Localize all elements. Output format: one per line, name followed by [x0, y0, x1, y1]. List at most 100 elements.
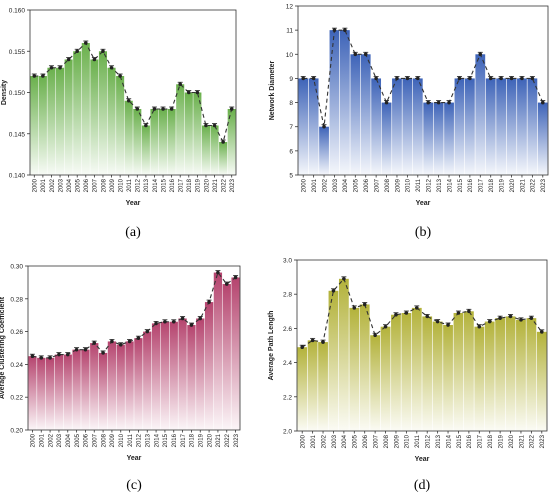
data-point-2019 — [498, 316, 502, 320]
bar-2016 — [464, 78, 475, 175]
x-tick-label: 2010 — [406, 178, 412, 192]
data-point-2001 — [311, 76, 316, 81]
bar-2015 — [453, 313, 464, 431]
data-point-2015 — [163, 319, 167, 324]
bar-2015 — [159, 109, 168, 175]
x-tick-label: 2001 — [312, 178, 318, 192]
x-tick-label: 2005 — [354, 178, 360, 192]
data-point-2014 — [447, 100, 451, 105]
trend-line — [32, 271, 236, 359]
x-axis-title: Year — [126, 200, 141, 207]
x-tick-label: 2019 — [499, 178, 505, 192]
data-point-2003 — [57, 352, 61, 357]
bar-2017 — [176, 84, 185, 175]
x-tick-label: 2019 — [498, 434, 504, 448]
x-tick-label: 2007 — [93, 178, 99, 192]
x-tick-label: 2018 — [190, 433, 196, 447]
data-point-2001 — [310, 338, 315, 343]
bar-2019 — [196, 318, 205, 430]
x-tick-label: 2021 — [213, 178, 219, 192]
bar-2015 — [454, 78, 465, 175]
data-point-2017 — [180, 316, 185, 321]
bar-2017 — [474, 326, 485, 431]
panel-label: (d) — [414, 478, 431, 493]
bar-2002 — [319, 126, 329, 175]
y-axis-title: Network Diameter — [269, 60, 276, 120]
bar-2004 — [339, 30, 350, 175]
data-point-2014 — [152, 107, 157, 111]
data-point-2022 — [529, 316, 534, 320]
data-point-2004 — [343, 28, 347, 32]
bar-2009 — [107, 67, 116, 175]
data-point-2016 — [468, 76, 472, 81]
x-tick-label: 2017 — [179, 178, 185, 192]
bar-2009 — [392, 78, 402, 175]
bar-2006 — [81, 349, 90, 430]
x-tick-label: 2016 — [170, 178, 176, 192]
bar-2021 — [516, 319, 526, 431]
x-tick-label: 2023 — [230, 178, 236, 192]
x-tick-label: 2021 — [520, 178, 526, 192]
bar-2010 — [401, 313, 412, 431]
x-tick-label: 2022 — [530, 434, 536, 448]
x-tick-label: 2004 — [67, 178, 73, 192]
bar-2003 — [56, 67, 65, 175]
x-tick-label: 2005 — [353, 434, 359, 448]
x-tick-label: 2019 — [196, 178, 202, 192]
data-point-2014 — [446, 323, 450, 327]
x-tick-label: 2020 — [204, 178, 210, 192]
bar-2003 — [328, 290, 339, 431]
data-point-2021 — [520, 76, 524, 81]
data-point-2009 — [109, 65, 114, 70]
x-tick-label: 2006 — [84, 433, 90, 447]
y-tick-label: 2.6 — [283, 326, 292, 333]
x-tick-label: 2002 — [50, 178, 56, 192]
bar-2011 — [412, 78, 423, 175]
bar-2020 — [506, 78, 517, 175]
panel-label: (b) — [415, 225, 432, 240]
bar-2022 — [527, 78, 538, 175]
x-tick-label: 2004 — [343, 178, 349, 192]
bar-2019 — [495, 318, 506, 431]
x-tick-label: 2012 — [137, 433, 143, 447]
data-point-2003 — [331, 288, 336, 293]
bar-2019 — [496, 78, 507, 175]
bar-2007 — [371, 78, 382, 175]
panel-label: (a) — [125, 225, 141, 240]
panel-label: (c) — [126, 478, 142, 493]
x-tick-label: 2015 — [457, 434, 463, 448]
bar-2011 — [124, 100, 133, 175]
x-tick-label: 2005 — [76, 178, 82, 192]
bar-2010 — [116, 76, 125, 175]
data-point-2020 — [204, 123, 208, 128]
bar-2018 — [484, 321, 495, 431]
x-tick-label: 2003 — [58, 178, 64, 192]
bar-2017 — [178, 318, 187, 430]
chart-panel-3: 0.20 0.22 0.24 0.26 0.28 0.30 2000 2001 2002 2003… — [0, 264, 241, 493]
data-point-2015 — [457, 76, 462, 81]
x-tick-label: 2013 — [146, 433, 152, 447]
y-tick-label: 11 — [286, 28, 293, 35]
plot-frame — [297, 5, 549, 176]
data-point-2014 — [154, 321, 158, 326]
data-point-2002 — [321, 340, 325, 344]
x-tick-label: 2003 — [57, 433, 63, 447]
bar-2008 — [380, 326, 391, 431]
x-tick-label: 2012 — [426, 434, 432, 448]
data-point-2017 — [477, 324, 482, 329]
x-tick-label: 2008 — [384, 434, 390, 448]
y-tick-label: 0.155 — [9, 49, 26, 56]
data-point-2013 — [435, 319, 440, 324]
data-point-2006 — [83, 347, 88, 352]
data-point-2013 — [144, 123, 148, 128]
x-tick-label: 2018 — [489, 178, 495, 192]
x-tick-label: 2016 — [172, 433, 178, 447]
data-point-2006 — [363, 52, 368, 57]
bar-2013 — [143, 331, 152, 430]
data-point-2000 — [30, 354, 35, 359]
data-point-2010 — [118, 74, 122, 78]
bar-2023 — [231, 277, 240, 430]
bar-2005 — [73, 51, 82, 175]
data-point-2005 — [352, 306, 357, 310]
